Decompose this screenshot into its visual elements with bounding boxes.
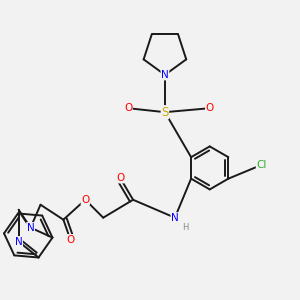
Text: O: O	[124, 103, 132, 113]
Text: O: O	[81, 195, 89, 205]
Text: O: O	[66, 235, 74, 244]
Text: S: S	[161, 106, 169, 119]
Text: N: N	[15, 237, 22, 247]
Text: N: N	[171, 213, 179, 223]
Text: O: O	[116, 173, 124, 183]
Text: Cl: Cl	[256, 160, 267, 170]
Text: N: N	[27, 223, 34, 232]
Text: H: H	[182, 223, 188, 232]
Text: N: N	[161, 70, 169, 80]
Text: O: O	[206, 103, 214, 113]
